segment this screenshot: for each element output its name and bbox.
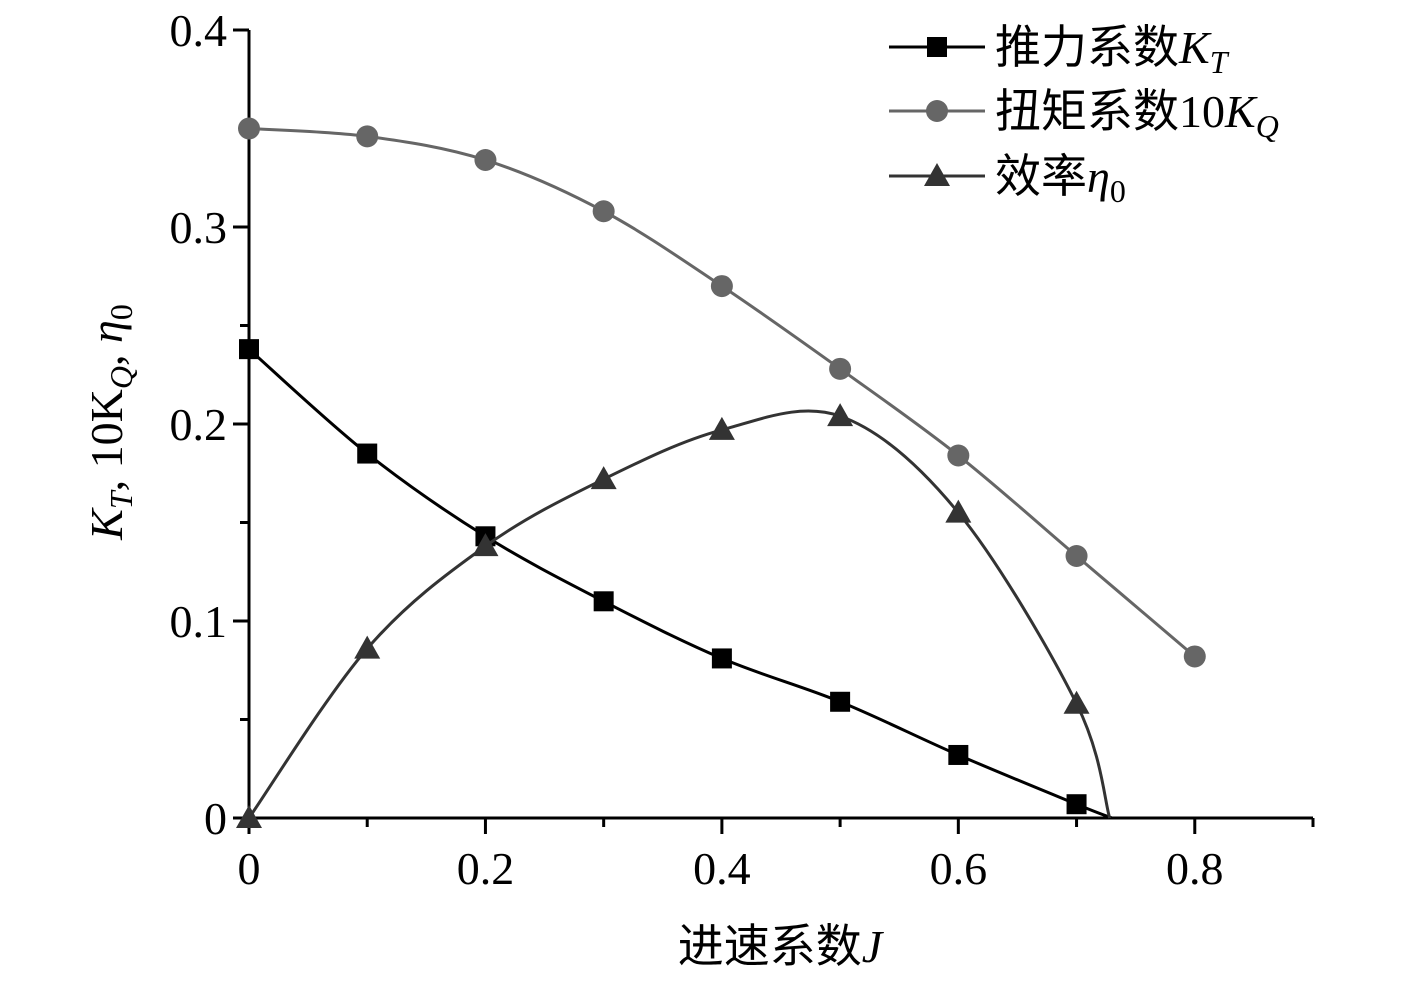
y-tick-label: 0.3 [170,202,228,253]
series-triangle [236,403,1112,828]
legend-marker [924,163,950,186]
data-point [474,149,497,172]
data-point [711,648,732,669]
series-line [248,127,1196,658]
series-line [248,348,1113,820]
x-tick-label: 0.4 [693,843,751,894]
data-point [948,744,969,765]
data-point [710,275,733,298]
axes [247,30,1313,820]
y-tick-label: 0.4 [170,5,228,56]
data-point [239,339,259,360]
data-point [472,533,499,557]
data-point [945,499,972,523]
data-point [356,125,379,148]
legend-marker [926,100,948,122]
legend-label: 效率η0 [995,151,1126,209]
legend-item: 推力系数KT [889,22,1230,80]
series-circle [238,117,1206,668]
x-tick-label: 0.6 [930,843,988,894]
data-point [830,691,851,712]
x-axis-ticks: 0 0.2 0.4 0.6 0.8 [238,818,1315,894]
data-point [593,591,614,612]
data-point [238,117,260,140]
series-square [239,339,1113,820]
y-tick-label: 0.1 [170,596,228,647]
data-point [1183,645,1206,668]
data-point [1065,544,1088,567]
legend-marker [927,37,947,57]
x-tick-label: 0.2 [457,843,515,894]
legend-item: 效率η0 [889,151,1126,209]
data-point [592,200,615,223]
data-point [1063,690,1090,714]
legend-label: 扭矩系数10KQ [995,86,1279,144]
y-tick-label: 0 [204,793,227,844]
y-axis-title: KT, 10KQ, η0 [81,304,139,541]
series-layer [236,117,1206,828]
data-point [354,635,381,659]
x-tick-label: 0 [238,843,261,894]
data-point [708,416,735,440]
data-point [590,466,617,490]
legend-label: 推力系数KT [995,22,1230,80]
data-point [236,805,262,828]
legend: 推力系数KT 扭矩系数10KQ 效率η0 [889,22,1279,209]
x-axis-title: 进速系数J [678,921,885,972]
data-point [827,403,854,427]
y-axis-ticks: 0 0.1 0.2 0.3 0.4 [170,5,249,844]
y-tick-label: 0.2 [170,399,228,450]
data-point [357,443,378,464]
data-point [1066,794,1087,815]
legend-item: 扭矩系数10KQ [889,86,1279,144]
x-tick-label: 0.8 [1166,843,1224,894]
data-point [947,444,970,467]
data-point [829,357,852,380]
